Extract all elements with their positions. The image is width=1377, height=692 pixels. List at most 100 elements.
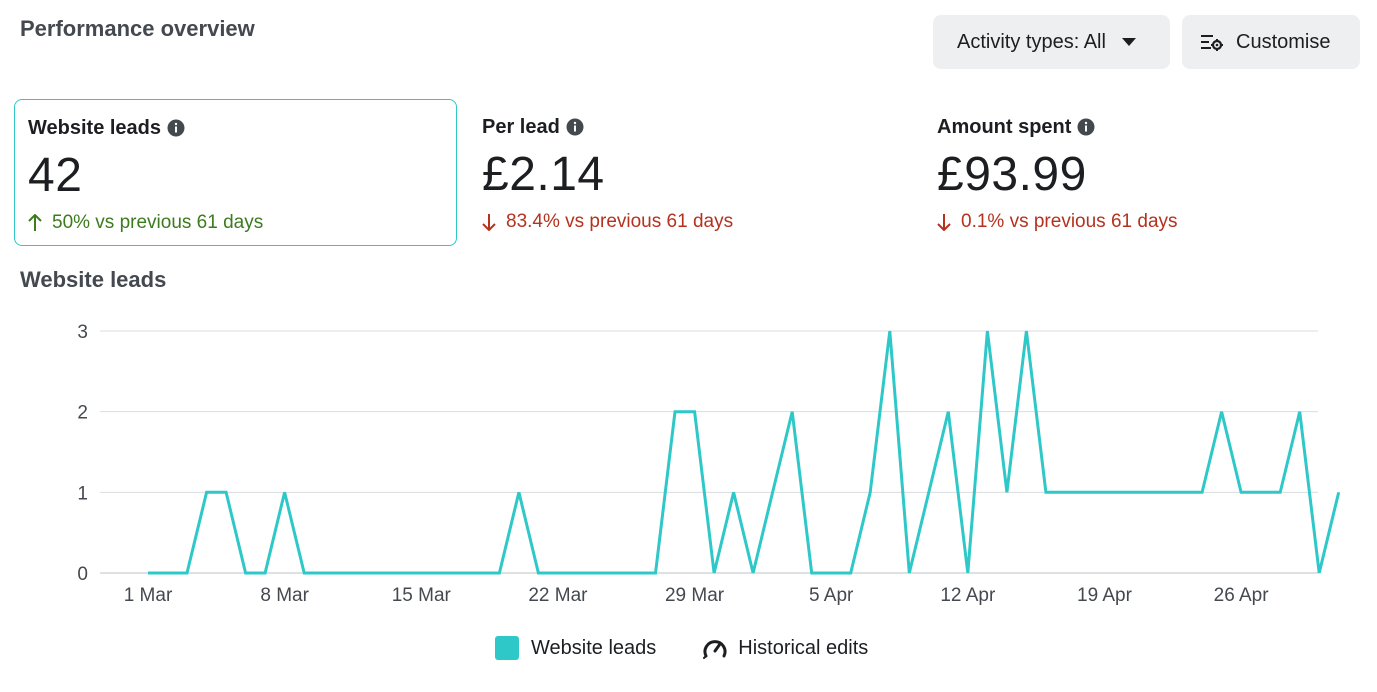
legend-swatch	[495, 636, 519, 660]
data-point[interactable]	[1216, 406, 1228, 418]
data-point[interactable]	[1059, 486, 1071, 498]
metric-card-website-leads[interactable]: Website leads 42 50% vs previous 61 days	[14, 99, 457, 246]
legend-label: Historical edits	[738, 636, 869, 659]
data-point[interactable]	[415, 567, 427, 579]
y-tick-label: 3	[77, 322, 88, 343]
arrow-down-icon	[937, 213, 951, 231]
metric-card-amount-spent[interactable]: Amount spent £93.99 0.1% vs previous 61 …	[924, 99, 1354, 246]
legend-item-website-leads[interactable]: Website leads	[495, 636, 656, 660]
legend-label: Website leads	[531, 636, 657, 659]
data-point[interactable]	[1196, 486, 1208, 498]
y-tick-label: 2	[77, 403, 88, 424]
data-point[interactable]	[1274, 486, 1286, 498]
data-point[interactable]	[240, 567, 252, 579]
data-point[interactable]	[201, 486, 213, 498]
caret-down-icon	[1121, 38, 1136, 46]
data-point[interactable]	[942, 406, 954, 418]
data-point[interactable]	[962, 567, 974, 579]
data-point[interactable]	[1020, 325, 1032, 337]
activity-types-dropdown[interactable]: Activity types: All	[933, 15, 1170, 69]
data-point[interactable]	[708, 567, 720, 579]
data-point[interactable]	[650, 567, 662, 579]
x-tick-label: 26 Apr	[1214, 585, 1270, 606]
data-point[interactable]	[825, 567, 837, 579]
data-point[interactable]	[611, 567, 623, 579]
data-point[interactable]	[884, 325, 896, 337]
data-point[interactable]	[923, 486, 935, 498]
info-icon[interactable]	[1077, 118, 1095, 136]
chart-title: Website leads	[20, 267, 167, 292]
legend-item-historical-edits[interactable]: Historical edits	[702, 637, 868, 660]
data-point[interactable]	[396, 567, 408, 579]
data-point[interactable]	[474, 567, 486, 579]
data-point[interactable]	[142, 567, 154, 579]
data-point[interactable]	[786, 406, 798, 418]
x-tick-label: 22 Mar	[528, 585, 588, 606]
chart-legend: Website leads Historical edits	[495, 636, 868, 660]
data-point[interactable]	[591, 567, 603, 579]
data-point[interactable]	[1099, 486, 1111, 498]
data-point[interactable]	[493, 567, 505, 579]
y-tick-label: 0	[77, 564, 88, 585]
data-point[interactable]	[1177, 486, 1189, 498]
series-line-website-leads[interactable]	[148, 330, 1341, 575]
metric-value: 42	[28, 149, 83, 202]
data-point[interactable]	[181, 567, 193, 579]
data-point[interactable]	[318, 567, 330, 579]
arrow-down-icon	[482, 213, 496, 231]
data-point[interactable]	[767, 486, 779, 498]
data-point[interactable]	[454, 567, 466, 579]
metric-delta: 0.1% vs previous 61 days	[961, 211, 1178, 232]
data-point[interactable]	[747, 567, 759, 579]
data-point[interactable]	[220, 486, 232, 498]
data-point[interactable]	[689, 406, 701, 418]
data-point[interactable]	[357, 567, 369, 579]
data-point[interactable]	[376, 567, 388, 579]
data-point[interactable]	[1118, 486, 1130, 498]
arrow-up-icon	[28, 214, 42, 232]
y-tick-label: 1	[77, 483, 88, 504]
data-point[interactable]	[298, 567, 310, 579]
data-point[interactable]	[864, 486, 876, 498]
data-point[interactable]	[513, 486, 525, 498]
data-point[interactable]	[728, 486, 740, 498]
data-point[interactable]	[1157, 486, 1169, 498]
data-point[interactable]	[903, 567, 915, 579]
metric-delta: 83.4% vs previous 61 days	[506, 211, 734, 232]
data-point[interactable]	[1235, 486, 1247, 498]
data-point[interactable]	[1333, 486, 1345, 498]
data-point[interactable]	[279, 486, 291, 498]
settings-sliders-icon	[1201, 35, 1223, 51]
x-tick-label: 29 Mar	[665, 585, 725, 606]
website-leads-line-chart: 0 1 2 3 1 Mar 8 Mar 15 Mar 22 Mar 29 Mar 5 Apr 12 …	[77, 322, 1345, 606]
customise-button[interactable]: Customise	[1182, 15, 1360, 69]
info-icon[interactable]	[167, 119, 185, 137]
data-point[interactable]	[1079, 486, 1091, 498]
data-point[interactable]	[981, 325, 993, 337]
data-point[interactable]	[1138, 486, 1150, 498]
data-point[interactable]	[1294, 406, 1306, 418]
data-point[interactable]	[552, 567, 564, 579]
data-point[interactable]	[571, 567, 583, 579]
data-point[interactable]	[1001, 486, 1013, 498]
gauge-icon	[703, 640, 727, 659]
data-point[interactable]	[669, 406, 681, 418]
data-point[interactable]	[435, 567, 447, 579]
data-point[interactable]	[162, 567, 174, 579]
data-point[interactable]	[1313, 567, 1325, 579]
info-icon[interactable]	[566, 118, 584, 136]
page-title: Performance overview	[20, 16, 255, 41]
data-point[interactable]	[337, 567, 349, 579]
data-point[interactable]	[532, 567, 544, 579]
x-tick-label: 19 Apr	[1077, 585, 1133, 606]
data-point[interactable]	[806, 567, 818, 579]
data-point[interactable]	[259, 567, 271, 579]
data-point[interactable]	[1040, 486, 1052, 498]
data-point[interactable]	[845, 567, 857, 579]
x-tick-label: 12 Apr	[940, 585, 996, 606]
metric-label: Website leads	[28, 116, 162, 139]
data-point[interactable]	[1255, 486, 1267, 498]
metric-card-per-lead[interactable]: Per lead £2.14 83.4% vs previous 61 days	[469, 99, 899, 246]
data-point[interactable]	[630, 567, 642, 579]
x-tick-label: 1 Mar	[124, 585, 173, 606]
